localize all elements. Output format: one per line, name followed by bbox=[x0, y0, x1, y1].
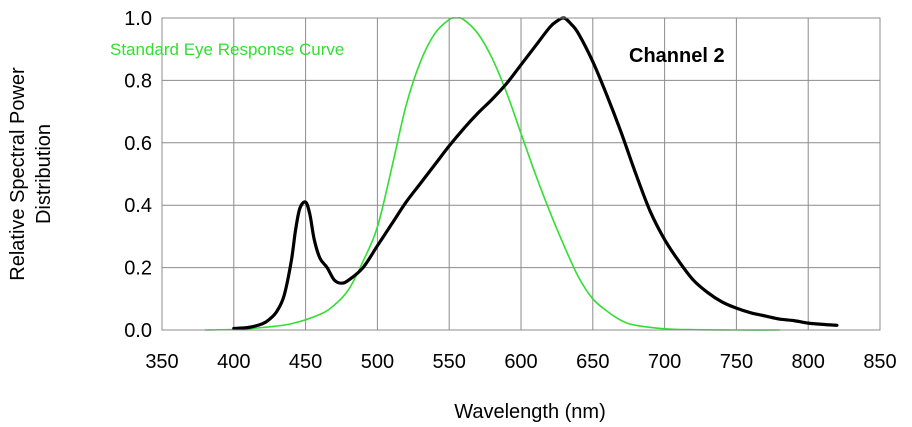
channel-label: Channel 2 bbox=[629, 45, 725, 67]
y-tick-label: 1.0 bbox=[124, 8, 152, 30]
x-tick-labels: 350 400 450 500 550 600 650 700 750 800 850 bbox=[145, 351, 896, 373]
x-tick-label: 450 bbox=[289, 351, 322, 373]
y-axis-title-line-1: Relative Spectral Power bbox=[7, 67, 29, 281]
x-tick-label: 700 bbox=[648, 351, 681, 373]
y-tick-label: 0.4 bbox=[124, 195, 152, 217]
channel-2-line bbox=[232, 16, 839, 331]
eye-response-line bbox=[204, 17, 781, 331]
x-tick-label: 500 bbox=[361, 351, 394, 373]
grid-layer bbox=[162, 18, 880, 330]
frame-layer bbox=[161, 17, 881, 331]
series-layer bbox=[204, 16, 839, 331]
x-axis-title: Wavelength (nm) bbox=[454, 401, 606, 423]
x-tick-label: 400 bbox=[217, 351, 250, 373]
y-tick-label: 0.2 bbox=[124, 258, 152, 280]
eye-curve-label: Standard Eye Response Curve bbox=[110, 40, 344, 59]
plot-frame bbox=[161, 17, 881, 331]
x-tick-label: 850 bbox=[863, 351, 896, 373]
x-tick-label: 600 bbox=[504, 351, 537, 373]
x-tick-label: 750 bbox=[720, 351, 753, 373]
x-tick-label: 550 bbox=[433, 351, 466, 373]
x-tick-label: 650 bbox=[576, 351, 609, 373]
y-tick-label: 0.6 bbox=[124, 133, 152, 155]
x-tick-label: 350 bbox=[145, 351, 178, 373]
x-tick-label: 800 bbox=[792, 351, 825, 373]
y-axis-title-line-2: Distribution bbox=[33, 124, 55, 224]
y-tick-labels: 0.0 0.2 0.4 0.6 0.8 1.0 bbox=[124, 8, 152, 342]
y-tick-label: 0.0 bbox=[124, 320, 152, 342]
y-tick-label: 0.8 bbox=[124, 70, 152, 92]
